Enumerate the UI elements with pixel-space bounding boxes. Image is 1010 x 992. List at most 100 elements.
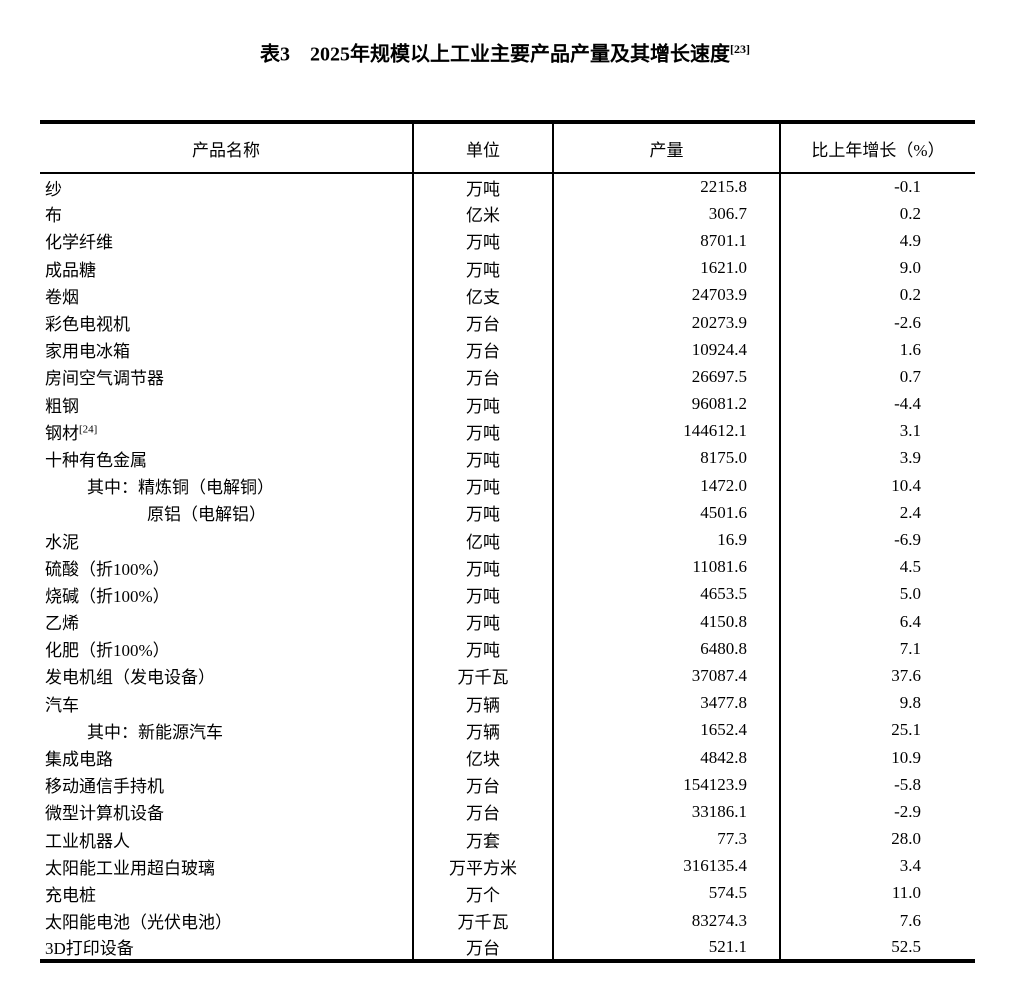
- table-row: 成品糖 万吨 1621.0 9.0: [40, 254, 975, 282]
- growth-value-cell: 4.9: [779, 227, 975, 255]
- output-value-cell: 3477.8: [552, 689, 780, 717]
- unit-cell: 万吨: [412, 580, 553, 608]
- growth-value-cell: 28.0: [779, 825, 975, 853]
- table-title-footnote-ref: [23]: [730, 42, 750, 56]
- table-row: 其中：精炼铜（电解铜） 万吨 1472.0 10.4: [40, 472, 975, 500]
- product-name-cell: 移动通信手持机: [40, 771, 413, 798]
- output-value-cell: 316135.4: [552, 852, 780, 880]
- product-name-text: 钢材: [45, 423, 79, 443]
- product-name-text: 发电机组（发电设备）: [45, 668, 215, 688]
- growth-value-cell: 3.9: [779, 444, 975, 473]
- product-name-text: 粗钢: [45, 396, 79, 416]
- table-header: 产品名称 单位 产量 比上年增长（%）: [40, 122, 975, 174]
- output-value-cell: 4501.6: [552, 499, 780, 527]
- output-value-cell: 11081.6: [552, 553, 780, 581]
- table-row: 钢材[24] 万吨 144612.1 3.1: [40, 417, 975, 445]
- product-name-text: 原铝（电解铝）: [147, 505, 266, 525]
- output-value-cell: 1472.0: [552, 472, 780, 500]
- unit-cell: 万吨: [412, 227, 553, 255]
- table-row: 乙烯 万吨 4150.8 6.4: [40, 608, 975, 636]
- unit-cell: 万台: [412, 336, 553, 364]
- unit-cell: 亿支: [412, 281, 553, 309]
- table-row: 工业机器人 万套 77.3 28.0: [40, 825, 975, 853]
- table-row: 粗钢 万吨 96081.2 -4.4: [40, 390, 975, 418]
- product-name-text: 工业机器人: [45, 831, 130, 851]
- product-name-cell: 化学纤维: [40, 227, 413, 254]
- table-row: 家用电冰箱 万台 10924.4 1.6: [40, 336, 975, 364]
- product-name-text: 化肥（折100%）: [45, 641, 170, 661]
- footnote-ref: [24]: [79, 423, 98, 436]
- output-value-cell: 1621.0: [552, 254, 780, 282]
- product-name-cell: 化肥（折100%）: [40, 635, 413, 662]
- product-name-cell: 房间空气调节器: [40, 363, 413, 390]
- product-name-text: 彩色电视机: [45, 315, 130, 335]
- unit-cell: 万台: [412, 308, 553, 337]
- growth-value-cell: 1.6: [779, 336, 975, 364]
- table-row: 房间空气调节器 万台 26697.5 0.7: [40, 363, 975, 391]
- output-value-cell: 2215.8: [552, 173, 780, 201]
- unit-cell: 万吨: [412, 553, 553, 581]
- growth-value-cell: 5.0: [779, 580, 975, 608]
- product-name-cell: 硫酸（折100%）: [40, 554, 413, 581]
- unit-cell: 万平方米: [412, 852, 553, 880]
- unit-cell: 万台: [412, 771, 553, 799]
- product-name-cell: 钢材[24]: [40, 418, 413, 445]
- product-name-cell: 水泥: [40, 526, 413, 553]
- output-value-cell: 4653.5: [552, 580, 780, 608]
- growth-value-cell: -6.9: [779, 526, 975, 554]
- product-name-cell: 3D打印设备: [40, 934, 413, 961]
- table-row: 卷烟 亿支 24703.9 0.2: [40, 281, 975, 309]
- output-value-cell: 8175.0: [552, 444, 780, 473]
- product-name-cell: 卷烟: [40, 282, 413, 309]
- product-name-text: 集成电路: [45, 750, 113, 770]
- table-row: 烧碱（折100%） 万吨 4653.5 5.0: [40, 580, 975, 608]
- header-row: 产品名称 单位 产量 比上年增长（%）: [40, 122, 975, 174]
- column-header-output: 产量: [552, 122, 780, 174]
- unit-cell: 万吨: [412, 472, 553, 500]
- unit-cell: 万个: [412, 879, 553, 908]
- product-name-cell: 烧碱（折100%）: [40, 581, 413, 608]
- unit-cell: 万辆: [412, 716, 553, 744]
- product-name-cell: 集成电路: [40, 744, 413, 771]
- product-name-cell: 太阳能电池（光伏电池）: [40, 907, 413, 934]
- growth-value-cell: -5.8: [779, 771, 975, 799]
- product-name-cell: 十种有色金属: [40, 445, 413, 472]
- product-name-text: 太阳能工业用超白玻璃: [45, 858, 215, 878]
- product-name-text: 汽车: [45, 695, 79, 715]
- unit-cell: 亿吨: [412, 526, 553, 554]
- product-name-cell: 原铝（电解铝）: [40, 499, 413, 526]
- output-value-cell: 4150.8: [552, 608, 780, 636]
- output-value-cell: 16.9: [552, 526, 780, 554]
- table-row: 充电桩 万个 574.5 11.0: [40, 879, 975, 908]
- output-value-cell: 37087.4: [552, 662, 780, 690]
- column-header-product-name: 产品名称: [40, 122, 413, 174]
- table-row: 硫酸（折100%） 万吨 11081.6 4.5: [40, 553, 975, 581]
- growth-value-cell: 9.8: [779, 689, 975, 717]
- output-value-cell: 144612.1: [552, 417, 780, 445]
- product-name-text: 纱: [45, 179, 62, 199]
- product-name-text: 十种有色金属: [45, 450, 147, 470]
- output-value-cell: 83274.3: [552, 907, 780, 935]
- output-value-cell: 306.7: [552, 200, 780, 228]
- growth-value-cell: 37.6: [779, 662, 975, 690]
- product-name-cell: 工业机器人: [40, 826, 413, 853]
- table-row: 集成电路 亿块 4842.8 10.9: [40, 743, 975, 772]
- unit-cell: 万吨: [412, 173, 553, 201]
- table-row: 其中：新能源汽车 万辆 1652.4 25.1: [40, 716, 975, 744]
- table-body: 纱万吨 2215.8 -0.1 布亿米 306.7 0.2 化学纤维 万吨 8701.1 4.9 成…: [40, 173, 975, 962]
- unit-cell: 亿米: [412, 200, 553, 228]
- output-value-cell: 6480.8: [552, 635, 780, 663]
- product-name-text: 成品糖: [45, 260, 96, 280]
- product-name-cell: 乙烯: [40, 608, 413, 635]
- growth-value-cell: -2.6: [779, 308, 975, 337]
- product-name-cell: 汽车: [40, 690, 413, 717]
- output-value-cell: 33186.1: [552, 798, 780, 826]
- output-value-cell: 96081.2: [552, 390, 780, 418]
- output-value-cell: 8701.1: [552, 227, 780, 255]
- unit-cell: 亿块: [412, 743, 553, 772]
- table-row: 原铝（电解铝） 万吨 4501.6 2.4: [40, 499, 975, 527]
- output-value-cell: 521.1: [552, 934, 780, 962]
- product-name-cell: 太阳能工业用超白玻璃: [40, 853, 413, 880]
- unit-cell: 万千瓦: [412, 907, 553, 935]
- product-name-text: 微型计算机设备: [45, 804, 164, 824]
